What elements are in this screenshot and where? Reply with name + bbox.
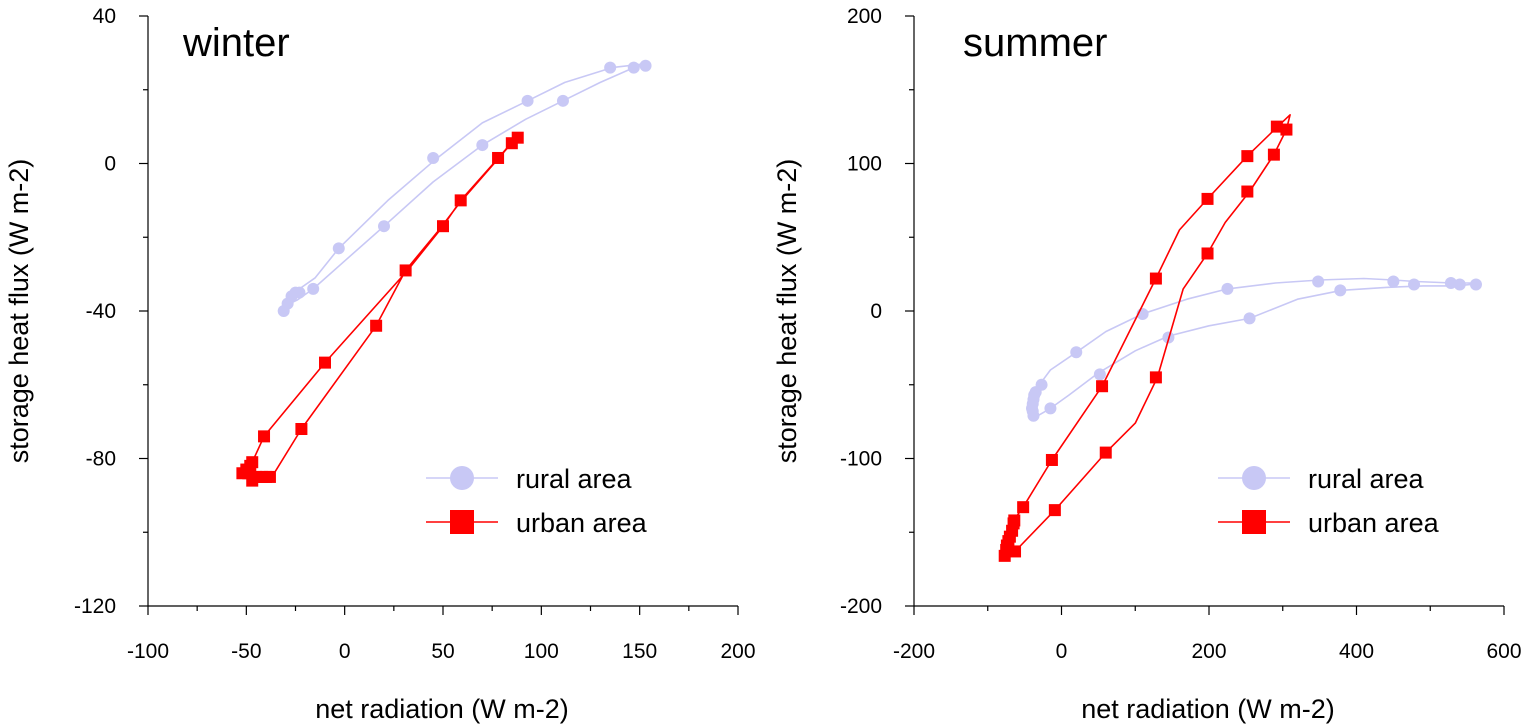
data-point-rural <box>521 94 534 107</box>
data-point-rural <box>1453 278 1466 291</box>
data-point-rural <box>639 59 652 72</box>
data-point-urban <box>511 131 524 144</box>
data-point-urban <box>1096 380 1109 393</box>
legend-marker-rural <box>1242 466 1266 490</box>
x-tick-label: 400 <box>1339 640 1374 663</box>
x-tick-label: 50 <box>431 640 454 663</box>
data-point-rural <box>1408 278 1421 291</box>
data-point-rural <box>1243 312 1256 325</box>
summer-panel: summer storage heat flux (W m-2) net rad… <box>772 5 1522 724</box>
y-tick-label: 100 <box>847 153 882 176</box>
x-tick-label: 600 <box>1486 640 1521 663</box>
data-point-rural <box>1469 278 1482 291</box>
data-point-urban <box>1045 453 1058 466</box>
y-tick-label: -100 <box>840 448 882 471</box>
data-point-urban <box>1280 123 1293 136</box>
series-line-urban <box>1003 114 1291 556</box>
y-tick-label: 0 <box>104 153 116 176</box>
data-point-urban <box>492 151 505 164</box>
data-point-urban <box>1017 501 1030 514</box>
data-point-urban <box>263 470 276 483</box>
x-tick-label: 0 <box>1056 640 1068 663</box>
x-tick-label: -200 <box>893 640 935 663</box>
data-point-rural <box>427 151 440 164</box>
data-point-rural <box>307 282 320 295</box>
legend-label-urban: urban area <box>516 508 648 538</box>
x-tick-label: 150 <box>622 640 657 663</box>
data-point-urban <box>437 220 449 233</box>
data-point-rural <box>476 139 489 152</box>
data-point-urban <box>1149 272 1162 285</box>
data-point-rural <box>556 94 569 107</box>
data-point-rural <box>1070 346 1083 359</box>
data-point-rural <box>332 242 345 255</box>
legend-label-urban: urban area <box>1308 508 1440 538</box>
data-point-rural <box>1312 275 1325 288</box>
data-point-urban <box>1241 150 1254 163</box>
y-tick-label: 200 <box>847 5 882 28</box>
winter-panel: winter storage heat flux (W m-2) net rad… <box>4 5 756 724</box>
data-point-urban <box>246 456 259 469</box>
x-tick-label: -100 <box>127 640 169 663</box>
data-point-rural <box>1444 276 1457 289</box>
data-point-rural <box>378 220 390 233</box>
panel-title: summer <box>963 21 1107 65</box>
y-axis-title: storage heat flux (W m-2) <box>772 159 802 464</box>
y-tick-label: -200 <box>840 595 882 618</box>
legend-marker-urban <box>1242 510 1266 534</box>
data-point-urban <box>370 319 383 332</box>
legend-label-rural: rural area <box>1308 464 1425 494</box>
data-point-urban <box>399 264 412 277</box>
data-point-rural <box>293 286 306 299</box>
data-point-urban <box>1048 504 1061 517</box>
data-point-rural <box>1093 368 1106 381</box>
x-tick-label: 200 <box>1191 640 1226 663</box>
data-point-urban <box>1201 192 1214 205</box>
x-tick-label: 0 <box>339 640 351 663</box>
x-tick-label: 100 <box>524 640 559 663</box>
data-point-rural <box>604 61 617 74</box>
y-tick-label: 40 <box>93 5 116 28</box>
data-point-rural <box>1387 275 1400 288</box>
data-point-rural <box>1221 282 1234 295</box>
data-point-urban <box>454 194 467 207</box>
series-line-rural <box>282 63 649 312</box>
y-tick-label: 0 <box>870 300 882 323</box>
x-axis-title: net radiation (W m-2) <box>1081 694 1335 724</box>
y-axis-title: storage heat flux (W m-2) <box>4 159 34 464</box>
data-point-urban <box>1099 446 1112 459</box>
data-point-urban <box>1241 185 1254 198</box>
panel-title: winter <box>182 21 290 65</box>
data-point-urban <box>1149 371 1162 384</box>
series-line-rural <box>1031 277 1477 417</box>
data-point-rural <box>1334 284 1347 297</box>
data-point-urban <box>1267 148 1280 161</box>
y-tick-label: -80 <box>86 448 116 471</box>
x-tick-label: -50 <box>231 640 261 663</box>
data-point-rural <box>1044 402 1057 415</box>
y-tick-label: -40 <box>86 300 116 323</box>
legend-marker-urban <box>450 510 474 534</box>
data-point-urban <box>258 430 271 443</box>
data-point-urban <box>295 423 308 435</box>
legend: rural area urban area <box>1218 464 1440 538</box>
data-point-urban <box>1201 247 1214 260</box>
x-tick-label: 200 <box>720 640 755 663</box>
data-point-rural <box>627 61 640 74</box>
data-point-rural <box>1035 378 1048 391</box>
legend: rural area urban area <box>426 464 648 538</box>
legend-label-rural: rural area <box>516 464 633 494</box>
data-point-urban <box>319 356 331 369</box>
x-axis-title: net radiation (W m-2) <box>315 694 569 724</box>
data-point-urban <box>1009 545 1022 558</box>
y-tick-label: -120 <box>74 595 116 618</box>
data-point-urban <box>1270 120 1283 133</box>
legend-marker-rural <box>450 466 474 490</box>
data-point-urban <box>1008 514 1021 527</box>
